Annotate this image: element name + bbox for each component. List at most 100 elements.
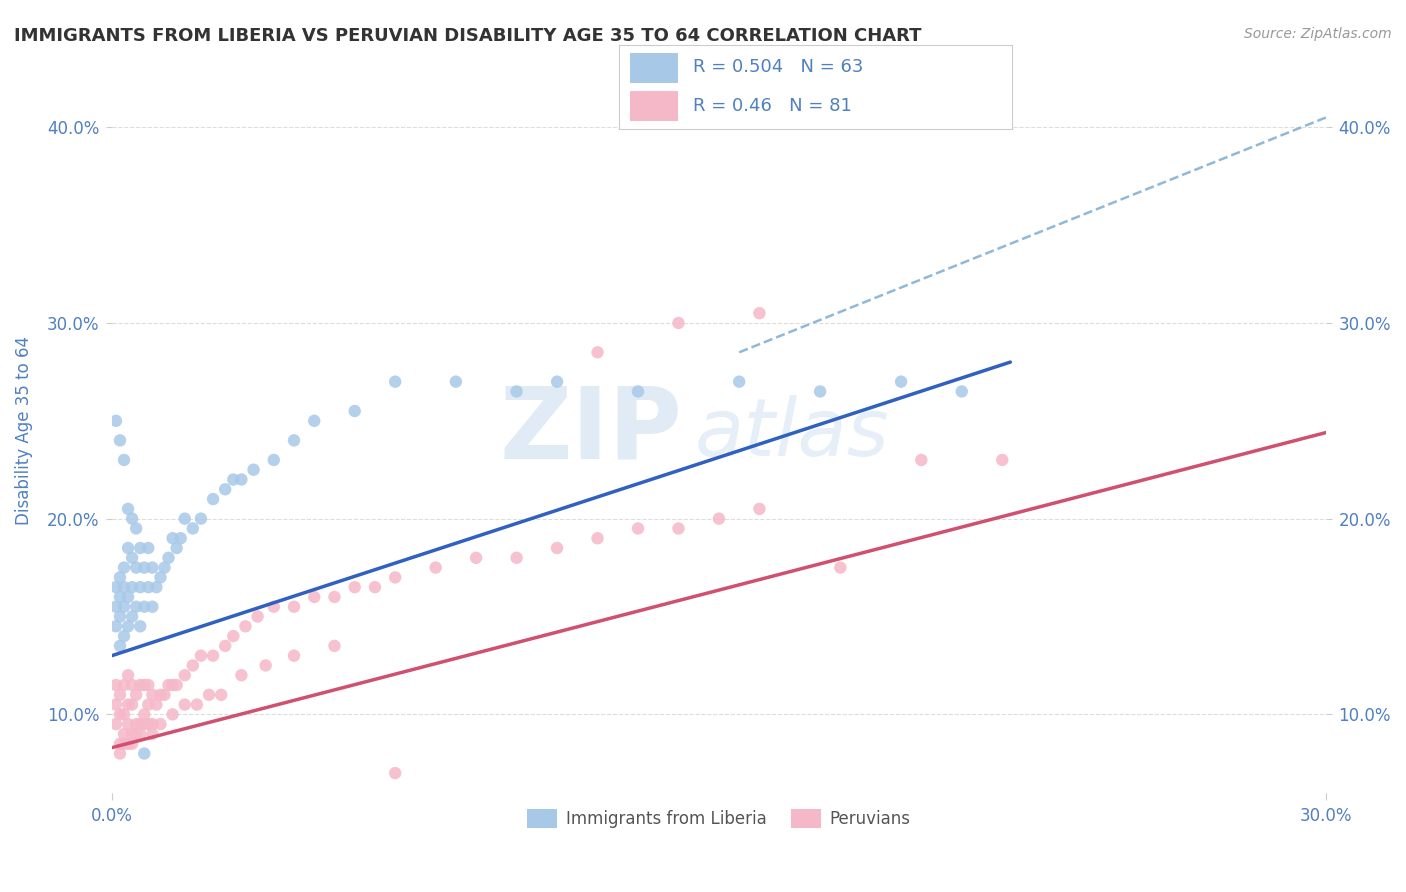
Point	[546, 375, 568, 389]
Point	[125, 717, 148, 731]
Point	[668, 316, 690, 330]
Point	[108, 590, 131, 604]
Point	[283, 648, 305, 663]
Point	[153, 688, 176, 702]
Point	[198, 688, 221, 702]
Point	[125, 521, 148, 535]
Point	[830, 560, 852, 574]
Point	[149, 570, 172, 584]
Point	[586, 345, 609, 359]
Point	[190, 648, 212, 663]
Point	[728, 375, 751, 389]
Point	[748, 306, 770, 320]
Point	[125, 560, 148, 574]
Point	[108, 639, 131, 653]
Point	[263, 453, 285, 467]
Point	[108, 747, 131, 761]
Point	[162, 531, 184, 545]
Point	[125, 599, 148, 614]
Point	[134, 747, 156, 761]
Point	[121, 580, 143, 594]
Point	[108, 570, 131, 584]
Point	[121, 511, 143, 525]
Point	[134, 678, 156, 692]
Point	[129, 678, 152, 692]
Point	[117, 698, 139, 712]
Point	[170, 531, 193, 545]
Point	[112, 727, 135, 741]
Point	[153, 560, 176, 574]
Point	[546, 541, 568, 555]
Text: Source: ZipAtlas.com: Source: ZipAtlas.com	[1244, 27, 1392, 41]
Point	[991, 453, 1014, 467]
Point	[117, 541, 139, 555]
Point	[181, 521, 204, 535]
Point	[384, 766, 406, 780]
Point	[121, 737, 143, 751]
Point	[129, 541, 152, 555]
Text: ZIP: ZIP	[499, 382, 682, 479]
Point	[104, 698, 127, 712]
Point	[121, 678, 143, 692]
Point	[121, 550, 143, 565]
Point	[910, 453, 932, 467]
Point	[104, 717, 127, 731]
Point	[181, 658, 204, 673]
Point	[125, 688, 148, 702]
Text: R = 0.504   N = 63: R = 0.504 N = 63	[693, 59, 863, 77]
Point	[222, 473, 245, 487]
Point	[108, 707, 131, 722]
Point	[117, 717, 139, 731]
Point	[141, 717, 163, 731]
Point	[707, 511, 730, 525]
Point	[117, 619, 139, 633]
Point	[231, 668, 253, 682]
Point	[231, 473, 253, 487]
Point	[145, 580, 167, 594]
Point	[121, 727, 143, 741]
Point	[173, 698, 195, 712]
Point	[364, 580, 387, 594]
Point	[125, 727, 148, 741]
Point	[134, 599, 156, 614]
Point	[108, 688, 131, 702]
Point	[104, 678, 127, 692]
Point	[112, 560, 135, 574]
Point	[112, 707, 135, 722]
Point	[134, 717, 156, 731]
Point	[465, 550, 488, 565]
Point	[323, 590, 346, 604]
Point	[235, 619, 257, 633]
Point	[108, 609, 131, 624]
Point	[283, 434, 305, 448]
Point	[186, 698, 208, 712]
Point	[209, 688, 232, 702]
Point	[136, 678, 159, 692]
Point	[149, 688, 172, 702]
Point	[121, 609, 143, 624]
Point	[748, 501, 770, 516]
Point	[950, 384, 973, 399]
Legend: Immigrants from Liberia, Peruvians: Immigrants from Liberia, Peruvians	[520, 803, 917, 835]
Point	[112, 599, 135, 614]
Point	[425, 560, 447, 574]
Point	[384, 375, 406, 389]
Point	[808, 384, 831, 399]
Point	[444, 375, 467, 389]
Point	[121, 698, 143, 712]
Point	[108, 737, 131, 751]
Point	[214, 639, 236, 653]
Point	[129, 619, 152, 633]
Point	[112, 678, 135, 692]
Point	[136, 541, 159, 555]
Point	[141, 599, 163, 614]
Point	[263, 599, 285, 614]
Point	[129, 580, 152, 594]
Point	[136, 580, 159, 594]
Point	[104, 599, 127, 614]
Point	[283, 599, 305, 614]
Point	[343, 404, 366, 418]
Point	[173, 511, 195, 525]
Point	[384, 570, 406, 584]
Point	[254, 658, 277, 673]
